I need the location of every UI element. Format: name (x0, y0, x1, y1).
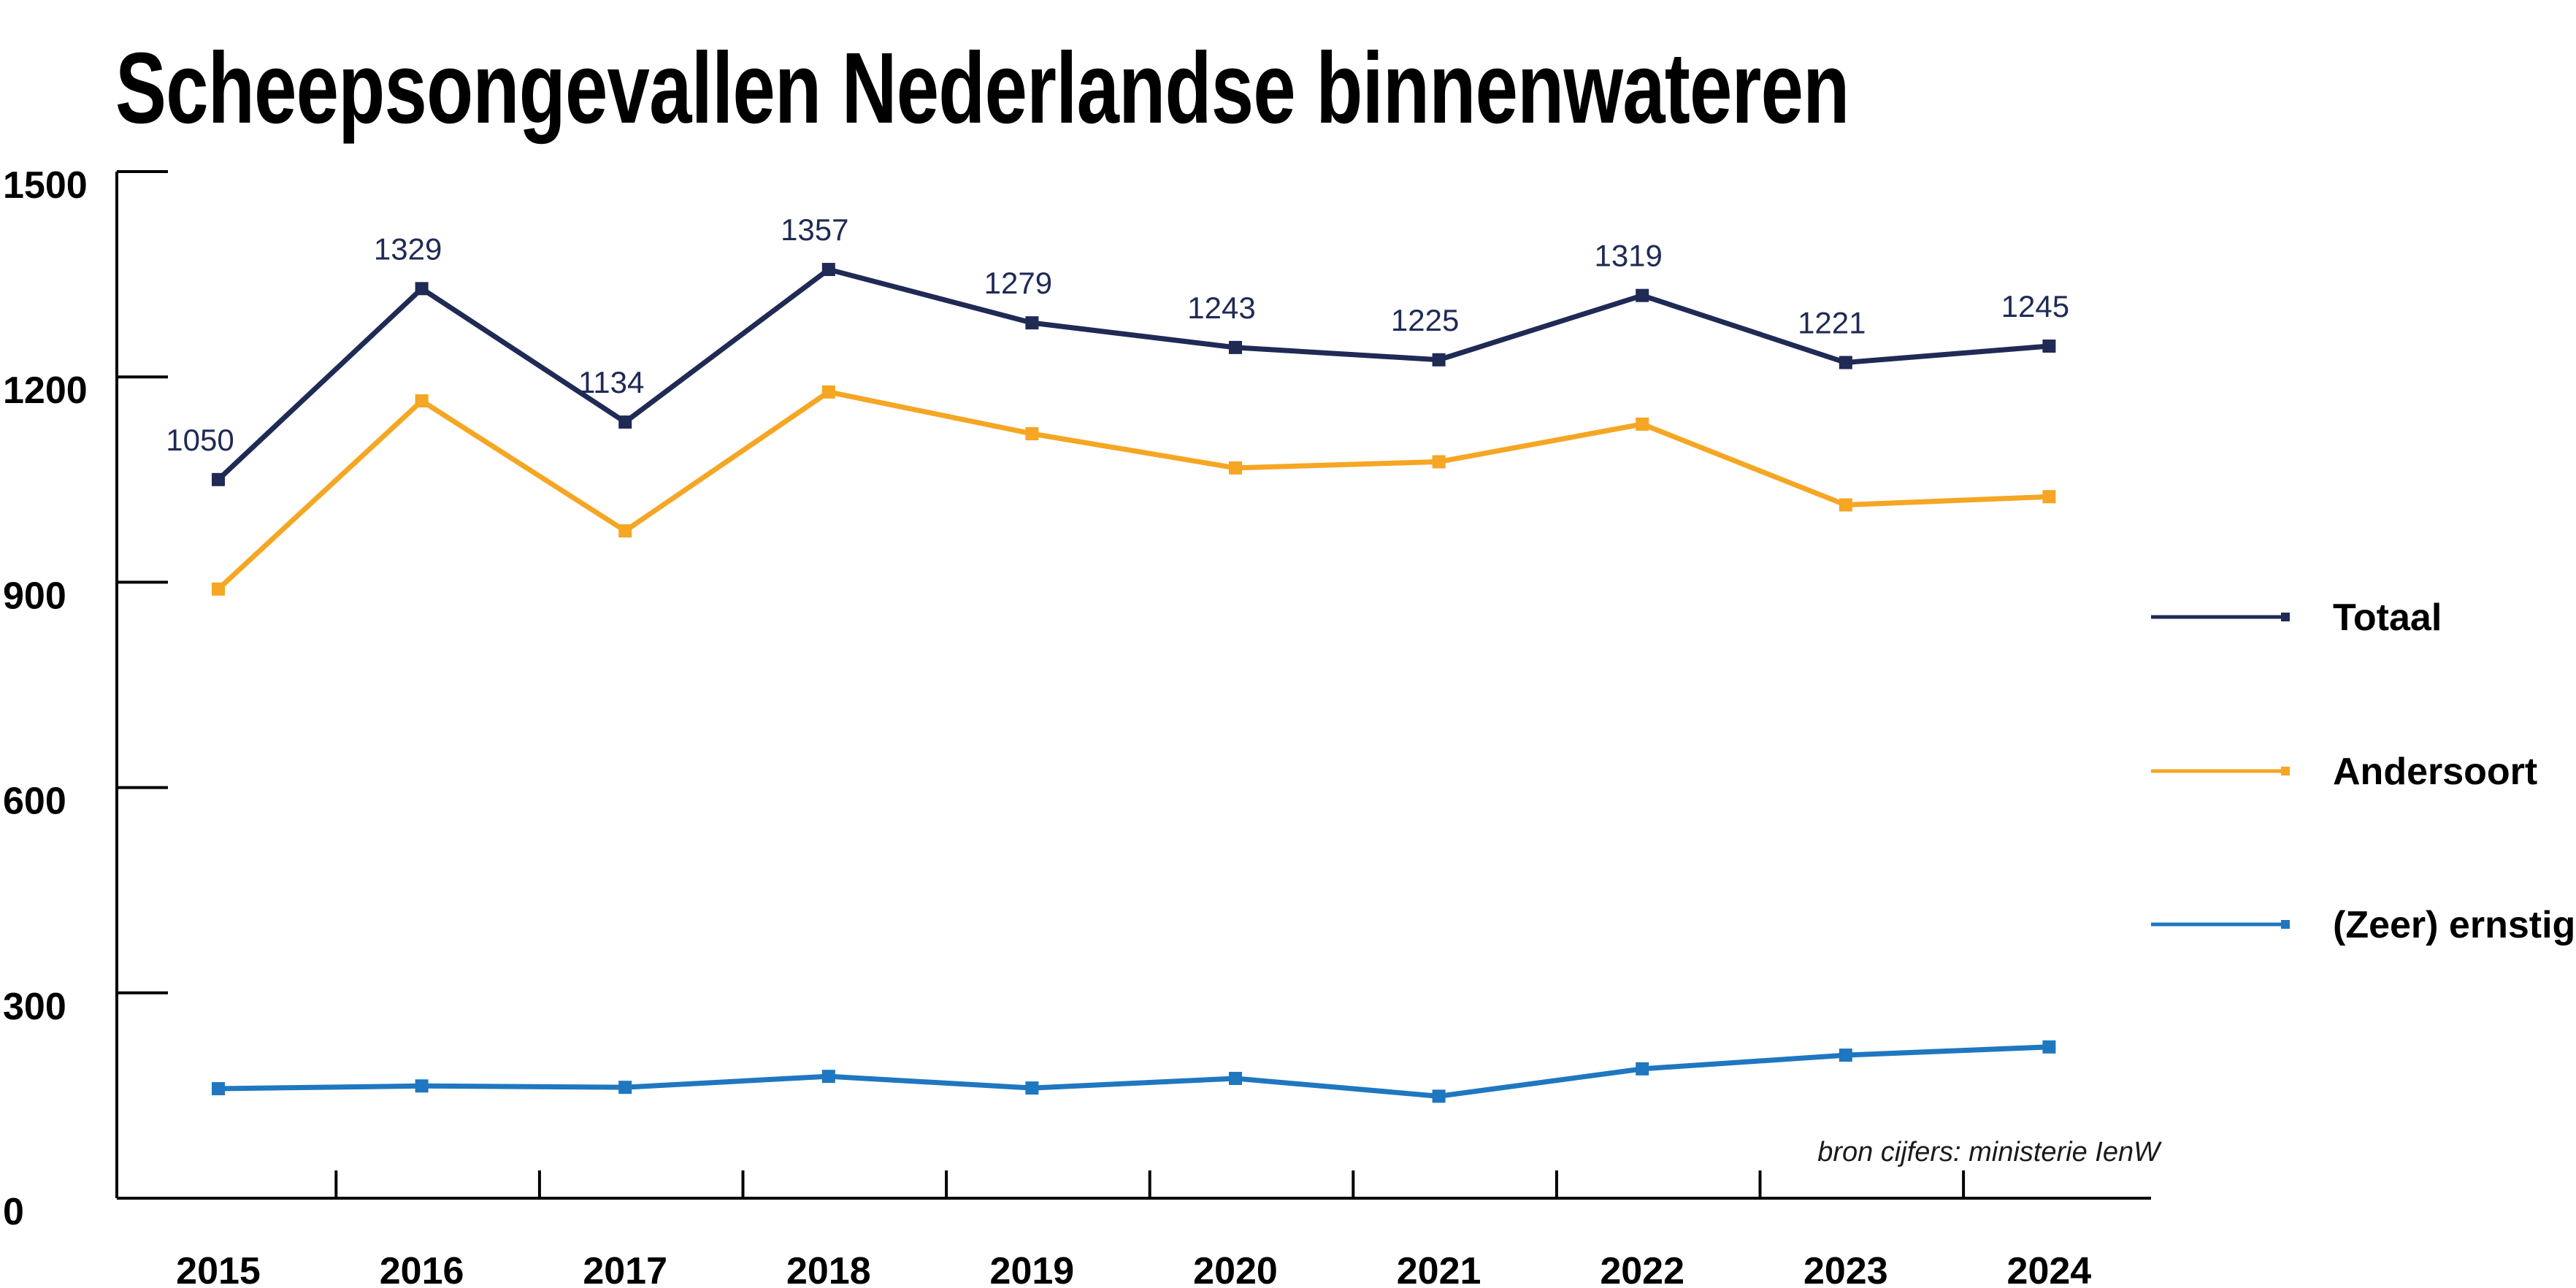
data-point-zeer-ernstig (1025, 1081, 1039, 1095)
y-tick-label: 600 (3, 781, 66, 823)
axes: 0 300 600 900 1200 1500 2015 2016 2017 2018 2019 20… (3, 164, 2151, 1288)
series-lines (212, 263, 2056, 1103)
data-point-zeer-ernstig (1636, 1062, 1649, 1076)
series-line-zeer-ernstig (218, 1044, 2050, 1099)
x-tick-label: 2018 (786, 1250, 871, 1288)
legend-marker-andersoort (2281, 767, 2290, 775)
series-line-totaal (216, 267, 2050, 482)
data-label: 1134 (578, 365, 644, 399)
data-point-andersoort (415, 394, 429, 408)
data-point-andersoort (1432, 455, 1446, 469)
data-point-zeer-ernstig (2042, 1040, 2056, 1054)
series-line-andersoort (216, 389, 2050, 591)
data-labels: 1050 1329 1134 1357 1279 1243 1225 1319 1221 1245 (166, 212, 2069, 457)
legend-label-andersoort: Andersoort (2333, 751, 2537, 793)
data-point-andersoort (212, 582, 225, 596)
y-tick-label: 0 (3, 1191, 24, 1233)
data-point-andersoort (1636, 417, 1649, 431)
data-label: 1319 (1594, 239, 1662, 273)
data-label: 1243 (1187, 291, 1255, 325)
x-tick-label: 2023 (1803, 1250, 1888, 1288)
data-point-totaal (821, 263, 835, 277)
x-tick-label: 2015 (176, 1250, 261, 1288)
legend-marker-totaal (2281, 613, 2290, 621)
data-label: 1279 (984, 266, 1052, 300)
x-tick-label: 2020 (1193, 1250, 1278, 1288)
source-note: bron cijfers: ministerie IenW (1817, 1137, 2162, 1168)
data-point-totaal (1025, 316, 1039, 330)
y-tick-label: 900 (3, 575, 66, 617)
legend: Totaal Andersoort (Zeer) ernstig (2151, 597, 2575, 946)
data-point-totaal (212, 472, 225, 486)
data-label: 1357 (781, 212, 848, 247)
data-point-totaal (1432, 353, 1446, 367)
legend-label-totaal: Totaal (2333, 597, 2442, 639)
y-tick-label: 300 (3, 986, 66, 1028)
data-label: 1245 (2001, 289, 2069, 323)
data-point-zeer-ernstig (821, 1070, 835, 1084)
data-label: 1225 (1391, 303, 1459, 337)
data-point-totaal (1229, 340, 1242, 354)
data-point-andersoort (1025, 426, 1039, 440)
data-point-andersoort (1839, 498, 1852, 512)
data-point-andersoort (821, 385, 835, 399)
y-tick-label: 1500 (3, 164, 88, 207)
data-point-totaal (1839, 356, 1852, 369)
x-tick-label: 2021 (1397, 1250, 1481, 1288)
data-point-totaal (415, 282, 429, 296)
x-tick-label: 2017 (583, 1250, 667, 1288)
data-point-totaal (1636, 288, 1649, 302)
data-point-zeer-ernstig (1839, 1049, 1852, 1062)
x-tick-label: 2024 (2007, 1250, 2092, 1288)
data-point-totaal (618, 415, 632, 429)
data-label: 1221 (1798, 306, 1866, 340)
data-point-andersoort (1229, 461, 1242, 475)
data-point-zeer-ernstig (212, 1082, 225, 1096)
x-tick-label: 2022 (1600, 1250, 1684, 1288)
data-label: 1050 (166, 423, 234, 457)
x-tick-label: 2016 (380, 1250, 464, 1288)
chart-title: Scheepsongevallen Nederlandse binnenwate… (115, 32, 1849, 145)
data-label: 1329 (374, 231, 442, 266)
data-point-andersoort (618, 524, 632, 538)
data-point-zeer-ernstig (1432, 1089, 1446, 1103)
data-point-zeer-ernstig (618, 1081, 632, 1095)
data-point-zeer-ernstig (415, 1079, 429, 1093)
legend-marker-zeer-ernstig (2281, 920, 2290, 929)
data-point-zeer-ernstig (1229, 1071, 1242, 1085)
y-tick-label: 1200 (3, 369, 88, 412)
data-point-totaal (2042, 340, 2056, 353)
data-point-andersoort (2042, 490, 2056, 504)
x-tick-label: 2019 (990, 1250, 1075, 1288)
legend-label-zeer-ernstig: (Zeer) ernstig (2333, 904, 2575, 946)
